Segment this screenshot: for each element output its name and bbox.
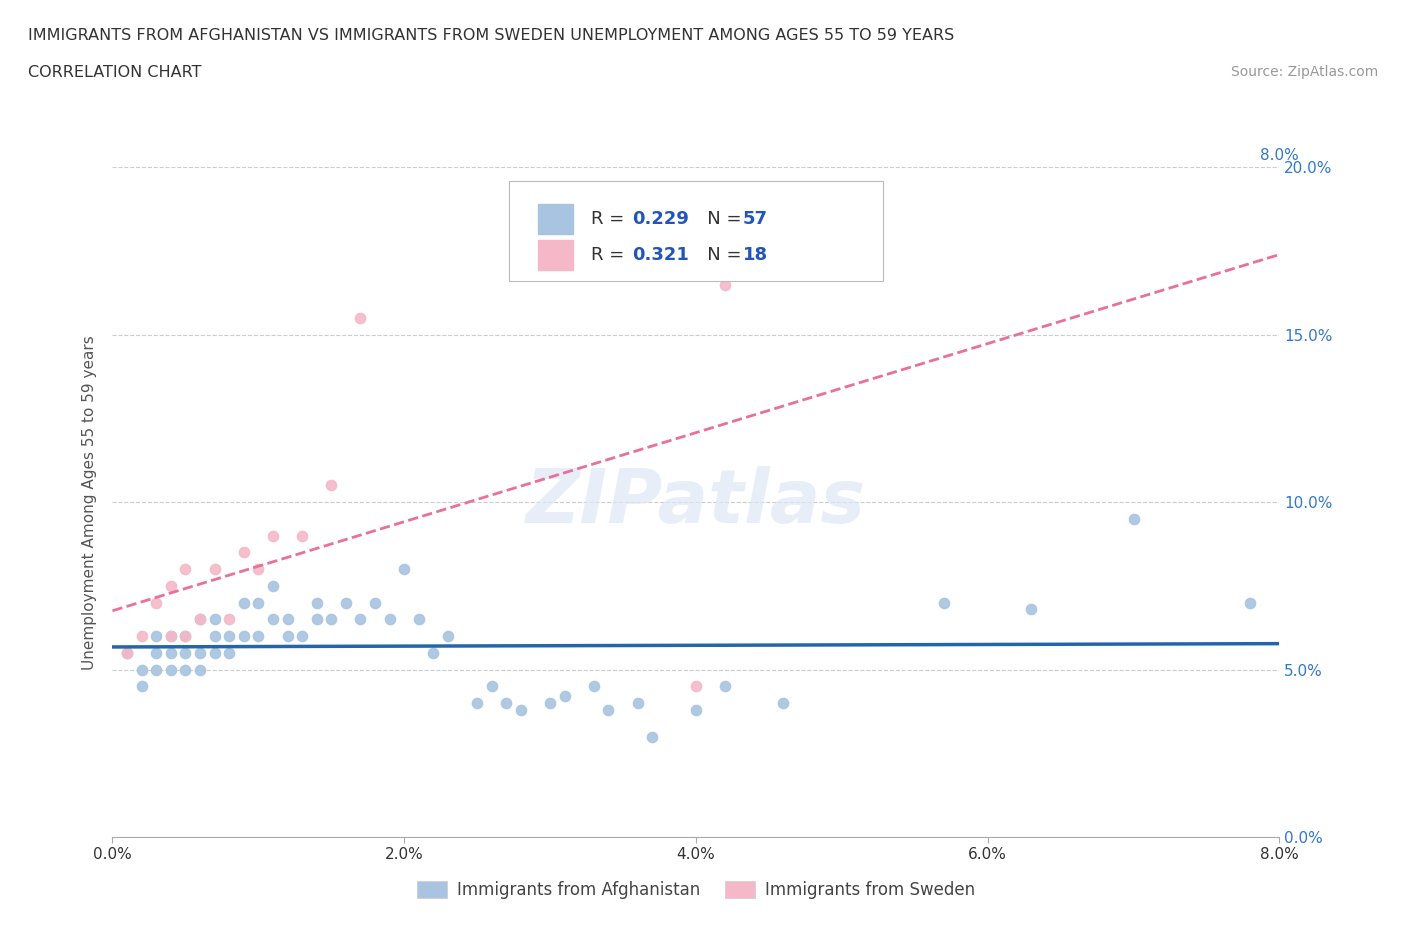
Point [174,645,197,660]
Text: N =: N = [690,210,748,228]
Point [408,612,430,627]
Point [641,729,664,744]
Point [626,696,648,711]
Point [174,629,197,644]
Point [131,679,153,694]
Point [115,645,138,660]
Point [538,696,561,711]
Point [232,595,254,610]
Point [1122,512,1144,526]
Point [349,612,371,627]
Text: Source: ZipAtlas.com: Source: ZipAtlas.com [1230,65,1378,79]
Text: 57: 57 [742,210,768,228]
Point [218,645,240,660]
Point [204,612,226,627]
Point [174,629,197,644]
Text: N =: N = [690,246,748,264]
Point [465,696,488,711]
Y-axis label: Unemployment Among Ages 55 to 59 years: Unemployment Among Ages 55 to 59 years [82,335,97,670]
Point [247,562,270,577]
Text: R =: R = [591,210,630,228]
Point [145,595,167,610]
Point [247,629,270,644]
Point [714,277,737,292]
Point [160,662,183,677]
Point [174,662,197,677]
Point [204,629,226,644]
Text: IMMIGRANTS FROM AFGHANISTAN VS IMMIGRANTS FROM SWEDEN UNEMPLOYMENT AMONG AGES 55: IMMIGRANTS FROM AFGHANISTAN VS IMMIGRANT… [28,28,955,43]
Point [276,612,298,627]
Point [115,645,138,660]
Point [276,629,298,644]
Point [1021,602,1043,617]
Point [174,562,197,577]
Bar [538,205,574,234]
Text: 0.229: 0.229 [631,210,689,228]
Point [204,645,226,660]
Point [188,645,211,660]
Point [160,578,183,593]
Point [291,528,314,543]
Point [160,645,183,660]
Point [232,629,254,644]
Point [188,612,211,627]
Point [1239,595,1261,610]
Point [247,595,270,610]
Point [145,629,167,644]
Point [772,696,794,711]
Point [188,662,211,677]
Point [291,629,314,644]
Text: 0.321: 0.321 [631,246,689,264]
Text: CORRELATION CHART: CORRELATION CHART [28,65,201,80]
Point [160,629,183,644]
Point [160,629,183,644]
Legend: Immigrants from Afghanistan, Immigrants from Sweden: Immigrants from Afghanistan, Immigrants … [411,874,981,906]
Point [131,629,153,644]
Point [262,578,284,593]
Point [685,702,707,717]
Point [321,612,343,627]
Point [262,528,284,543]
Point [305,612,328,627]
Point [321,478,343,493]
Point [204,562,226,577]
Point [495,696,517,711]
Point [392,562,416,577]
Point [188,612,211,627]
Point [145,645,167,660]
Point [305,595,328,610]
Text: 18: 18 [742,246,768,264]
Point [378,612,401,627]
Point [422,645,444,660]
FancyBboxPatch shape [509,180,883,281]
Text: R =: R = [591,246,630,264]
Point [364,595,387,610]
Point [509,702,531,717]
Point [714,679,737,694]
Point [218,629,240,644]
Point [232,545,254,560]
Point [932,595,955,610]
Point [437,629,460,644]
Point [582,679,605,694]
Point [481,679,503,694]
Point [145,662,167,677]
Point [554,689,576,704]
Point [598,702,620,717]
Point [131,662,153,677]
Point [349,311,371,325]
Point [335,595,357,610]
Text: ZIPatlas: ZIPatlas [526,466,866,538]
Bar [538,240,574,270]
Point [262,612,284,627]
Point [685,679,707,694]
Point [218,612,240,627]
